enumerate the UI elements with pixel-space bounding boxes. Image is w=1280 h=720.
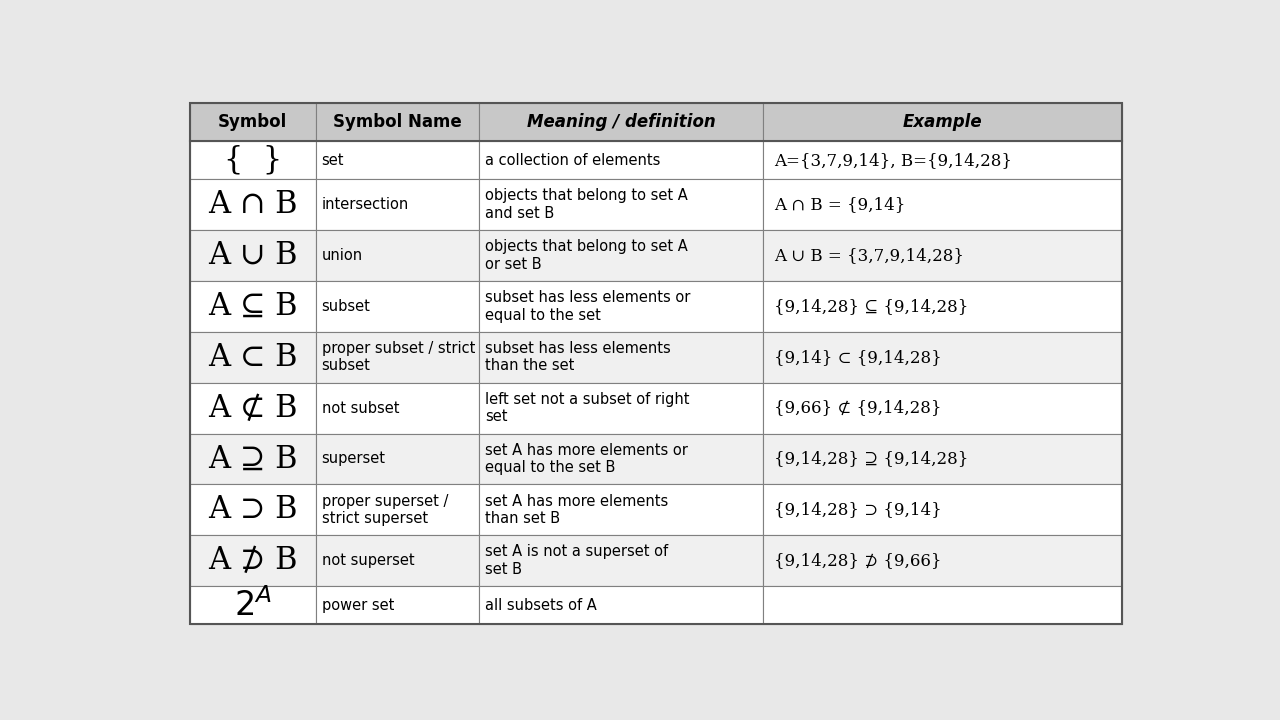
Bar [479,485,763,535]
Text: Meaning / definition: Meaning / definition [526,113,716,131]
Bar [316,230,479,281]
Text: {9,66} ⊄ {9,14,28}: {9,66} ⊄ {9,14,28} [774,400,942,417]
Bar [189,535,316,586]
Bar [316,179,479,230]
Bar [316,103,479,141]
Bar [316,586,479,624]
Text: {  }: { } [224,145,282,176]
Bar [479,230,763,281]
Text: {9,14} ⊂ {9,14,28}: {9,14} ⊂ {9,14,28} [774,348,942,366]
Bar [316,485,479,535]
Bar [479,141,763,179]
Bar [763,382,1123,433]
Bar [763,433,1123,485]
Text: A ∪ B = {3,7,9,14,28}: A ∪ B = {3,7,9,14,28} [774,247,964,264]
Text: subset has less elements
than the set: subset has less elements than the set [485,341,671,374]
Text: subset has less elements or
equal to the set: subset has less elements or equal to the… [485,290,690,323]
Text: A={3,7,9,14}, B={9,14,28}: A={3,7,9,14}, B={9,14,28} [774,152,1012,168]
Bar [763,586,1123,624]
Bar [479,433,763,485]
Text: union: union [321,248,362,263]
Bar [189,141,316,179]
Bar [763,332,1123,382]
Bar [763,230,1123,281]
Bar [763,179,1123,230]
Bar [479,535,763,586]
Bar [316,535,479,586]
Bar [479,103,763,141]
Text: a collection of elements: a collection of elements [485,153,660,168]
Text: {9,14,28} ⊇ {9,14,28}: {9,14,28} ⊇ {9,14,28} [774,451,969,467]
Text: objects that belong to set A
or set B: objects that belong to set A or set B [485,239,687,271]
Text: {9,14,28} ⊆ {9,14,28}: {9,14,28} ⊆ {9,14,28} [774,298,969,315]
Bar [189,179,316,230]
Text: Symbol Name: Symbol Name [333,113,462,131]
Text: not superset: not superset [321,553,415,568]
Bar [316,141,479,179]
Bar [316,281,479,332]
Text: objects that belong to set A
and set B: objects that belong to set A and set B [485,189,687,221]
Bar [763,103,1123,141]
Text: set A has more elements or
equal to the set B: set A has more elements or equal to the … [485,443,687,475]
Text: A ⊃ B: A ⊃ B [207,494,297,526]
Bar [316,382,479,433]
Bar [763,535,1123,586]
Bar [479,332,763,382]
Text: proper subset / strict
subset: proper subset / strict subset [321,341,475,374]
Text: A ⊂ B: A ⊂ B [207,342,297,373]
Text: intersection: intersection [321,197,408,212]
Bar [479,586,763,624]
Text: not subset: not subset [321,400,399,415]
Bar [189,332,316,382]
Text: A ∩ B = {9,14}: A ∩ B = {9,14} [774,197,905,213]
Text: superset: superset [321,451,385,467]
Bar [189,485,316,535]
Text: set A has more elements
than set B: set A has more elements than set B [485,493,668,526]
Bar [763,141,1123,179]
Bar [316,433,479,485]
Text: Example: Example [902,113,983,131]
Bar [189,586,316,624]
Text: subset: subset [321,299,370,314]
Bar [189,382,316,433]
Bar [189,103,316,141]
Text: all subsets of A: all subsets of A [485,598,596,613]
Bar [479,179,763,230]
Bar [189,433,316,485]
Text: A ⊅ B: A ⊅ B [207,545,297,576]
Bar [479,281,763,332]
Text: A ⊇ B: A ⊇ B [207,444,297,474]
Bar [189,281,316,332]
Text: set A is not a superset of
set B: set A is not a superset of set B [485,544,668,577]
Text: A ⊄ B: A ⊄ B [207,392,297,423]
Text: Symbol: Symbol [218,113,287,131]
Text: left set not a subset of right
set: left set not a subset of right set [485,392,690,424]
Text: set: set [321,153,344,168]
Text: {9,14,28} ⊅ {9,66}: {9,14,28} ⊅ {9,66} [774,552,942,569]
Text: A ∩ B: A ∩ B [207,189,297,220]
Text: {9,14,28} ⊃ {9,14}: {9,14,28} ⊃ {9,14} [774,501,942,518]
Bar [763,485,1123,535]
Text: A ⊆ B: A ⊆ B [207,291,297,322]
Text: A ∪ B: A ∪ B [207,240,297,271]
Bar [479,382,763,433]
Bar [316,332,479,382]
Text: $2^A$: $2^A$ [234,588,271,623]
Text: power set: power set [321,598,394,613]
Bar [189,230,316,281]
Text: proper superset /
strict superset: proper superset / strict superset [321,493,448,526]
Bar [763,281,1123,332]
